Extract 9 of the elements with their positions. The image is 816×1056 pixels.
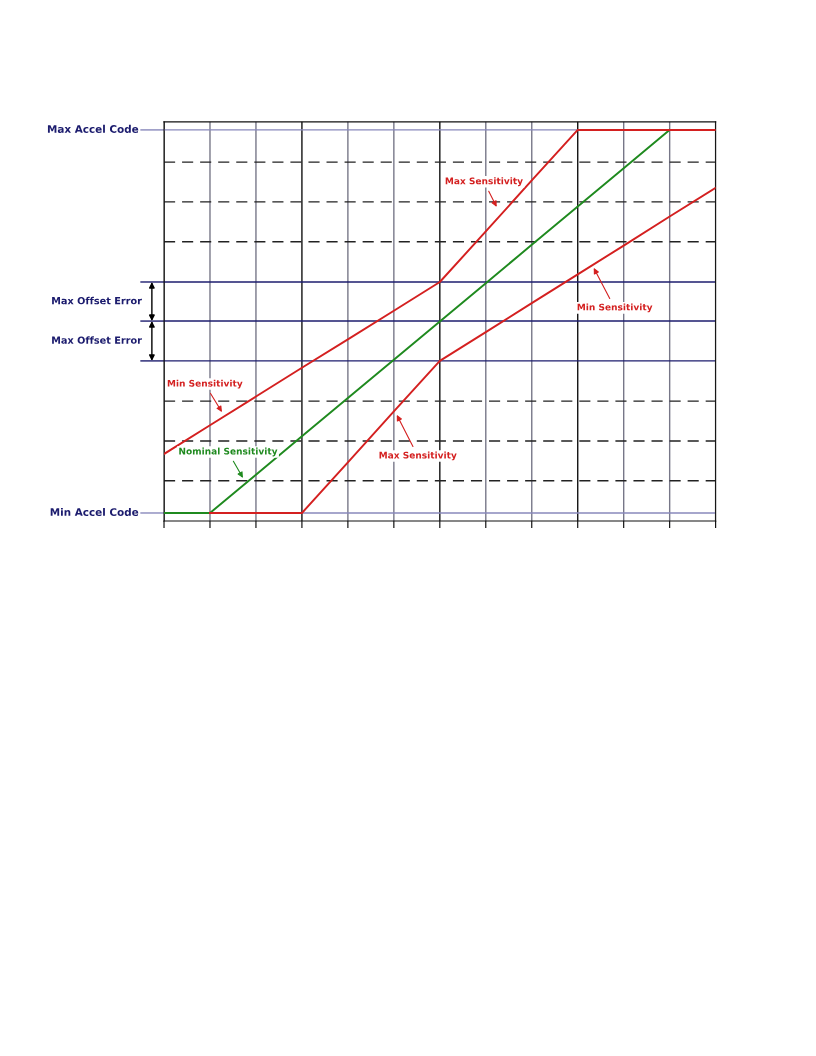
ref-line-label: Min Accel Code (50, 507, 139, 517)
text: Max Offset Error (52, 336, 142, 344)
ref-line-label: Max Accel Code (47, 124, 139, 133)
annotation: Min Sensitivity (167, 379, 243, 389)
annotation: Nominal Sensitivity (179, 447, 278, 457)
annotation: Max Sensitivity (379, 451, 457, 461)
annotation: Min Sensitivity (577, 303, 653, 313)
text: Max Offset Error (52, 296, 142, 305)
annotation: Max Sensitivity (445, 177, 523, 187)
